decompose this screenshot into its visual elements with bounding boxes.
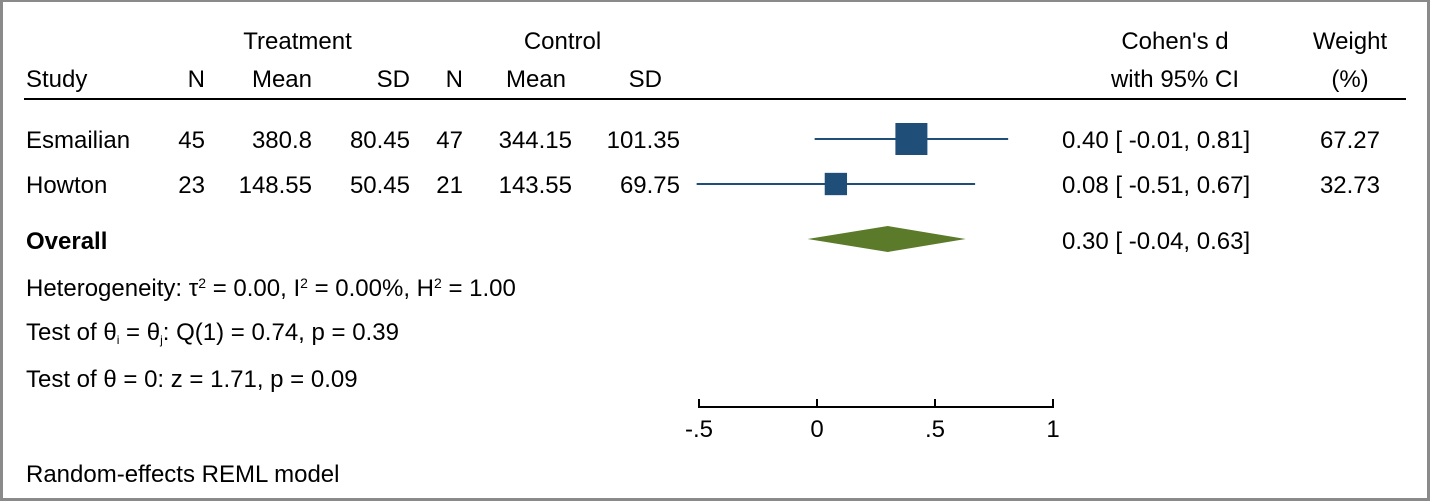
header-sd-control: SD bbox=[628, 66, 662, 93]
header-n-treatment: N bbox=[187, 66, 205, 93]
header-effect-line2: with 95% CI bbox=[1110, 66, 1240, 93]
header-study: Study bbox=[26, 66, 88, 93]
row-n-treatment: 45 bbox=[178, 127, 205, 154]
row-weight: 67.27 bbox=[1319, 127, 1380, 154]
study-marker bbox=[895, 123, 928, 155]
row-sd-control: 101.35 bbox=[606, 127, 680, 154]
row-study: Howton bbox=[26, 172, 108, 199]
row-mean-treatment: 380.8 bbox=[251, 127, 312, 154]
row-sd-treatment: 50.45 bbox=[349, 172, 410, 199]
x-tick-label: 0 bbox=[810, 416, 823, 443]
header-n-control: N bbox=[445, 66, 463, 93]
overall-label: Overall bbox=[26, 228, 108, 255]
x-tick-label: .5 bbox=[925, 416, 945, 443]
row-weight: 32.73 bbox=[1319, 172, 1380, 199]
heterogeneity-stats: Heterogeneity: τ2 = 0.00, I2 = 0.00%, H2… bbox=[26, 275, 516, 302]
header-rule bbox=[24, 98, 1406, 100]
row-ci-text: 0.08 [ -0.51, 0.67] bbox=[1062, 172, 1251, 199]
row-ci-text: 0.40 [ -0.01, 0.81] bbox=[1062, 127, 1251, 154]
row-mean-control: 344.15 bbox=[498, 127, 572, 154]
header-treatment: Treatment bbox=[243, 28, 352, 55]
header-mean-treatment: Mean bbox=[251, 66, 312, 93]
row-study: Esmailian bbox=[26, 127, 131, 154]
x-tick-label: 1 bbox=[1046, 416, 1059, 443]
row-n-control: 47 bbox=[436, 127, 463, 154]
model-note: Random-effects REML model bbox=[26, 461, 340, 488]
header-sd-treatment: SD bbox=[376, 66, 410, 93]
header-effect-line1: Cohen's d bbox=[1121, 28, 1229, 55]
row-n-treatment: 23 bbox=[178, 172, 205, 199]
overall-effect-test: Test of θ = 0: z = 1.71, p = 0.09 bbox=[26, 366, 358, 393]
header-weight-line1: Weight bbox=[1312, 28, 1388, 55]
homogeneity-test: Test of θi = θj: Q(1) = 0.74, p = 0.39 bbox=[26, 319, 399, 347]
row-mean-treatment: 148.55 bbox=[238, 172, 312, 199]
row-sd-control: 69.75 bbox=[619, 172, 680, 199]
row-n-control: 21 bbox=[436, 172, 463, 199]
header-weight-line2: (%) bbox=[1331, 66, 1369, 93]
row-mean-control: 143.55 bbox=[498, 172, 572, 199]
row-sd-treatment: 80.45 bbox=[349, 127, 410, 154]
header-control: Control bbox=[523, 28, 602, 55]
x-tick-label: -.5 bbox=[685, 416, 713, 443]
study-marker bbox=[824, 172, 848, 196]
overall-ci-text: 0.30 [ -0.04, 0.63] bbox=[1062, 228, 1251, 255]
overall-diamond bbox=[807, 226, 966, 252]
header-mean-control: Mean bbox=[505, 66, 566, 93]
